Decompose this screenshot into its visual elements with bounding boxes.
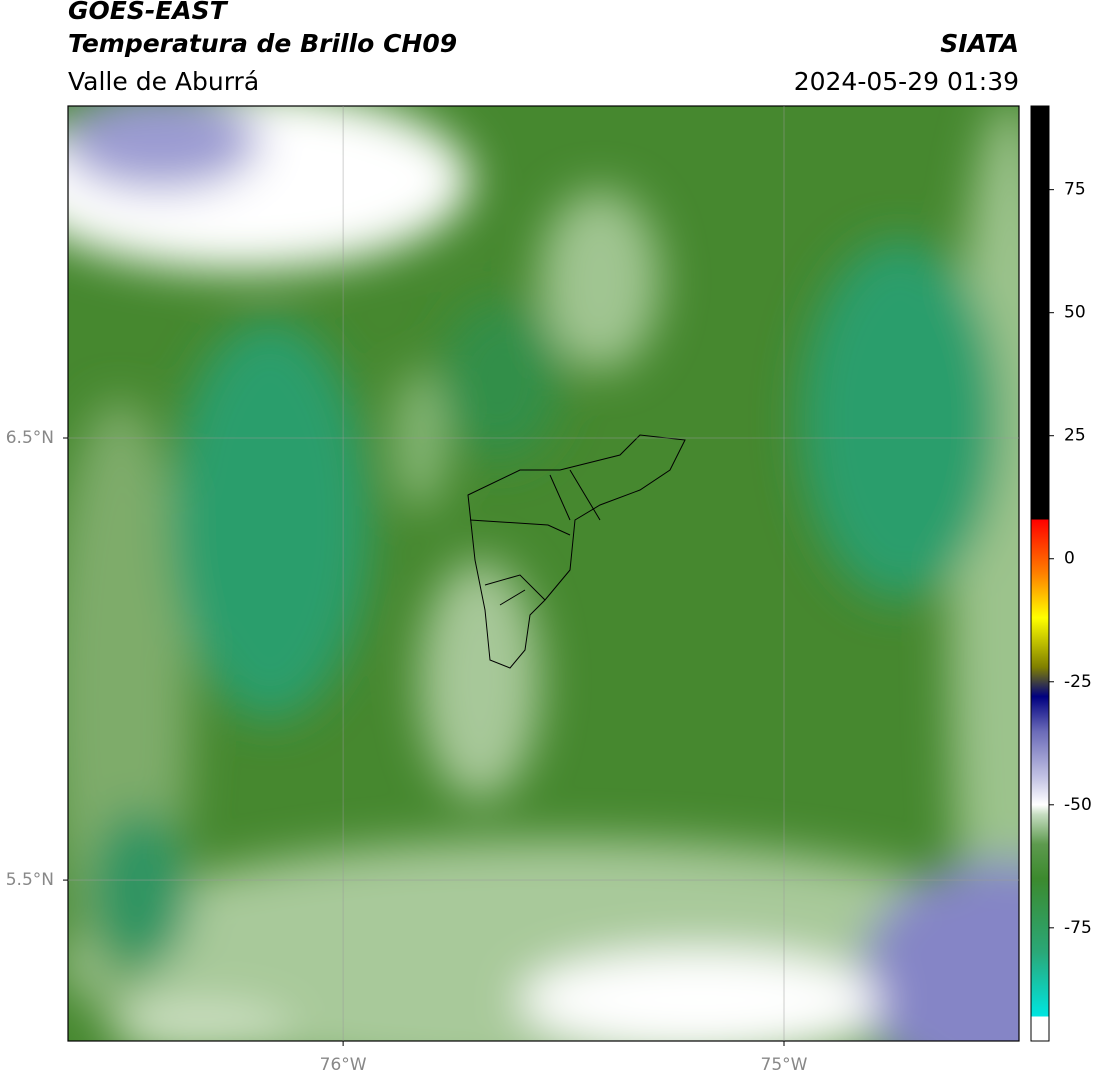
colorbar-tick-label: -50 <box>1064 795 1092 815</box>
x-tick-label: 76°W <box>320 1055 367 1075</box>
subtitle: Temperatura de Brillo CH09 <box>68 29 457 58</box>
colorbar-tick-label: 0 <box>1064 549 1075 569</box>
colorbar-tick-label: 75 <box>1064 180 1086 200</box>
timestamp: 2024-05-29 01:39 <box>794 67 1019 96</box>
region: Valle de Aburrá <box>68 67 259 96</box>
x-tick-label: 75°W <box>761 1055 808 1075</box>
colorbar <box>1030 105 1050 1042</box>
title: GOES-EAST <box>68 0 229 25</box>
valley-outline <box>467 434 686 669</box>
y-tick-label: 6.5°N <box>6 428 54 448</box>
y-tick-label: 5.5°N <box>6 870 54 890</box>
colorbar-tick-label: -25 <box>1064 672 1092 692</box>
map-frame <box>67 105 1020 1042</box>
source: SIATA <box>940 29 1019 58</box>
colorbar-tick-label: -75 <box>1064 918 1092 938</box>
colorbar-tick-label: 50 <box>1064 303 1086 323</box>
satellite-image <box>68 106 1019 1041</box>
colorbar-tick-label: 25 <box>1064 426 1086 446</box>
